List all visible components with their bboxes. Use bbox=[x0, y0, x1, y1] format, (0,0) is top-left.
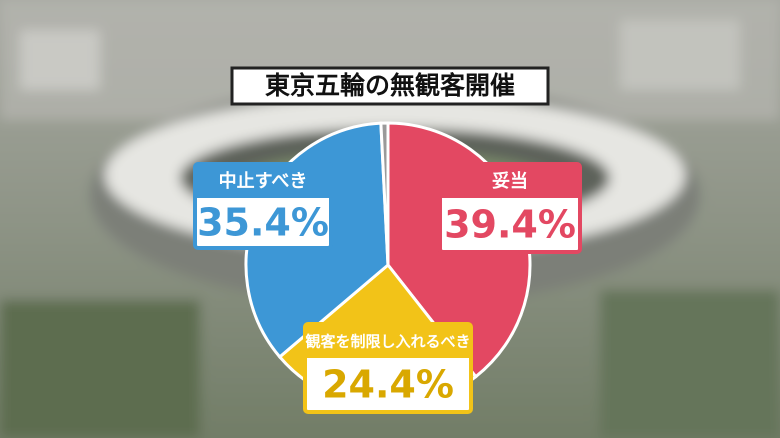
chart-title: 東京五輪の無観客開催 bbox=[265, 71, 515, 100]
value-label: 24.4% bbox=[322, 363, 454, 407]
label-header bbox=[195, 164, 331, 198]
labels: 妥当 39.4% 観客を制限し入れるべき 24.4% 中止すべき 35.4% bbox=[193, 162, 582, 414]
value-label: 39.4% bbox=[444, 203, 576, 247]
pie-slice bbox=[379, 121, 390, 266]
value-label: 35.4% bbox=[197, 201, 329, 245]
label-header bbox=[440, 164, 580, 198]
category-label: 中止すべき bbox=[219, 170, 308, 192]
category-label: 妥当 bbox=[492, 170, 528, 192]
label-header bbox=[305, 324, 471, 358]
category-label: 観客を制限し入れるべき bbox=[305, 333, 470, 351]
title-box bbox=[230, 66, 550, 106]
